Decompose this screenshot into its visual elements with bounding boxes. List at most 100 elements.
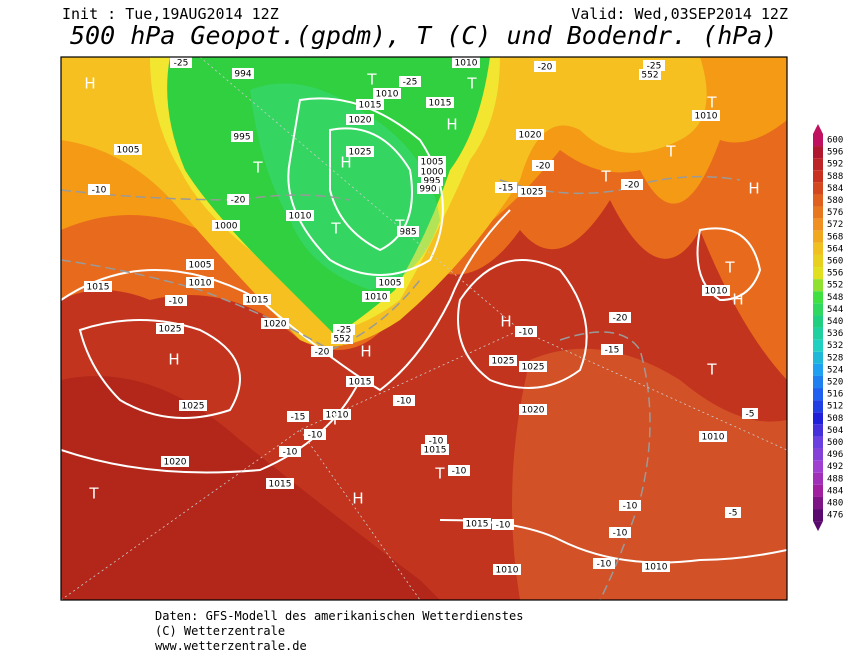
label-box <box>534 61 556 72</box>
contour-label: 1010 <box>702 433 725 443</box>
label-box <box>84 281 112 292</box>
colorbar-swatch <box>813 230 823 243</box>
contour-label: -15 <box>291 413 306 423</box>
contour-label: 1010 <box>455 59 478 69</box>
pressure-center: T <box>665 143 676 161</box>
label-box <box>186 259 214 270</box>
pressure-center: T <box>394 217 405 235</box>
label-box <box>287 411 309 422</box>
label-box <box>261 318 289 329</box>
colorbar-label: 484 <box>827 486 843 496</box>
label-box <box>376 277 404 288</box>
contour-label: 1015 <box>359 101 382 111</box>
colorbar-swatch <box>813 315 823 328</box>
colorbar-label: 540 <box>827 317 843 327</box>
label-box <box>323 409 351 420</box>
contour-label: -10 <box>429 437 444 447</box>
contour-label: 1020 <box>349 116 372 126</box>
contour-label: 1015 <box>424 446 447 456</box>
contour-label: -10 <box>496 521 511 531</box>
label-box <box>699 431 727 442</box>
label-box <box>30 324 58 335</box>
colorbar-cap <box>813 123 823 134</box>
label-box <box>266 478 294 489</box>
contour-label: -20 <box>231 196 246 206</box>
colorbar-swatch <box>813 412 823 425</box>
label-box <box>515 326 537 337</box>
contour-label: -5 <box>746 410 755 420</box>
colorbar-swatch <box>813 327 823 340</box>
contour-label: 1020 <box>519 131 542 141</box>
label-box <box>156 323 184 334</box>
label-box <box>304 429 326 440</box>
contour-label: 985 <box>399 228 416 238</box>
contour-label: -10 <box>397 397 412 407</box>
colorbar-label: 596 <box>827 148 843 158</box>
pressure-center: H <box>352 490 363 508</box>
label-box <box>231 131 253 142</box>
colorbar-swatch <box>813 509 823 522</box>
pressure-center: T <box>466 75 477 93</box>
pressure-center: H <box>168 351 179 369</box>
contour-label: -10 <box>623 502 638 512</box>
label-box <box>519 361 547 372</box>
pressure-center: T <box>724 259 735 277</box>
colorbar-label: 480 <box>827 499 843 509</box>
pressure-center: H <box>500 313 511 331</box>
colorbar-label: 504 <box>827 426 843 436</box>
label-box <box>227 194 249 205</box>
label-box <box>418 166 446 177</box>
label-box <box>232 68 254 79</box>
colorbar-swatch <box>813 388 823 401</box>
pressure-center: T <box>706 361 717 379</box>
pressure-center: H <box>732 291 743 309</box>
contour-label: 1025 <box>349 148 372 158</box>
label-box <box>397 226 419 237</box>
label-box <box>619 500 641 511</box>
colorbar-label: 592 <box>827 160 843 170</box>
colorbar-swatch <box>813 351 823 364</box>
label-box <box>279 446 301 457</box>
contour-label: 1015 <box>87 283 110 293</box>
label-box <box>742 408 758 419</box>
contour-label: -20 <box>315 348 330 358</box>
pressure-center: H <box>360 343 371 361</box>
contour-label: -10 <box>452 467 467 477</box>
contour-label: 1000 <box>421 168 444 178</box>
colorbar-label: 516 <box>827 390 843 400</box>
label-box <box>609 527 631 538</box>
label-box <box>692 110 720 121</box>
contour-label: 1015 <box>269 480 292 490</box>
label-box <box>639 69 661 80</box>
contour-label: 1010 <box>695 112 718 122</box>
footer-line: Daten: GFS-Modell des amerikanischen Wet… <box>155 609 523 623</box>
colorbar-label: 512 <box>827 402 843 412</box>
contour-label: 1010 <box>326 411 349 421</box>
label-box <box>448 465 470 476</box>
contour-label: 1005 <box>379 279 402 289</box>
colorbar-label: 556 <box>827 269 843 279</box>
colorbar-swatch <box>813 291 823 304</box>
colorbar-label: 568 <box>827 232 843 242</box>
contour-label: -20 <box>538 63 553 73</box>
label-box <box>212 220 240 231</box>
colorbar-label: 496 <box>827 450 843 460</box>
contour-label: -15 <box>605 346 620 356</box>
label-box <box>495 182 517 193</box>
contour-label: -10 <box>519 328 534 338</box>
colorbar-label: 488 <box>827 474 843 484</box>
contour-label: 1010 <box>496 566 519 576</box>
contour-label: 552 <box>333 335 350 345</box>
contour-label: -5 <box>729 509 738 519</box>
colorbar-swatch <box>813 242 823 255</box>
colorbar-label: 520 <box>827 378 843 388</box>
colorbar-swatch <box>813 279 823 292</box>
label-box <box>621 179 643 190</box>
colorbar-swatch <box>813 424 823 437</box>
map-frame <box>60 56 788 601</box>
colorbar-swatch <box>813 303 823 316</box>
label-box <box>702 285 730 296</box>
label-box <box>311 346 333 357</box>
footer-line: (C) Wetterzentrale <box>155 624 285 638</box>
